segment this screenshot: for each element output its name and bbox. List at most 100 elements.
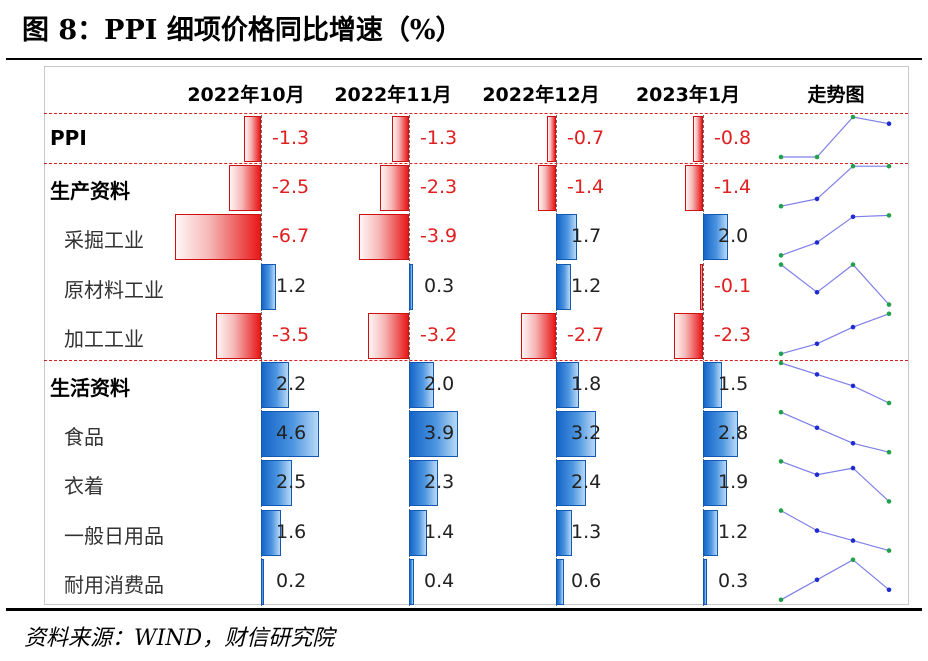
trend-point xyxy=(814,196,820,202)
row-label: 采掘工业 xyxy=(64,228,144,253)
positive-bar xyxy=(409,263,413,310)
zero-axis xyxy=(409,311,410,360)
trend-point xyxy=(814,528,820,533)
trend-point xyxy=(778,154,784,160)
value-label: -6.7 xyxy=(272,225,310,248)
trend-point xyxy=(850,163,856,169)
positive-bar xyxy=(409,362,434,408)
value-label: 1.2 xyxy=(718,520,749,543)
zero-axis xyxy=(556,164,557,213)
negative-bar xyxy=(379,165,409,212)
positive-bar xyxy=(261,263,276,310)
zero-axis xyxy=(409,213,410,262)
positive-bar xyxy=(703,509,718,556)
trend-point xyxy=(850,114,856,120)
value-label: -3.2 xyxy=(420,323,458,346)
positive-bar xyxy=(261,460,293,507)
trend-point xyxy=(886,302,892,307)
trend-line xyxy=(780,411,890,453)
zero-axis xyxy=(556,115,557,163)
trend-point xyxy=(886,587,892,593)
positive-bar xyxy=(409,558,414,605)
positive-bar xyxy=(261,558,264,605)
trend-point xyxy=(814,472,820,478)
negative-bar xyxy=(368,312,409,359)
figure-title: 图 8：PPI 细项价格同比增速（%） xyxy=(22,15,463,46)
trend-point xyxy=(778,203,784,209)
trend-point xyxy=(850,324,856,330)
column-header: 2023年1月 xyxy=(635,84,741,106)
negative-bar xyxy=(229,165,261,212)
negative-bar xyxy=(521,312,556,359)
trend-point xyxy=(886,213,892,218)
trend-line xyxy=(781,116,890,158)
trend-point xyxy=(778,253,784,258)
trend-point xyxy=(778,459,784,464)
value-label: 1.5 xyxy=(718,373,749,395)
negative-bar xyxy=(685,165,703,212)
value-label: 4.6 xyxy=(276,422,307,445)
positive-bar xyxy=(703,558,707,605)
positive-bar xyxy=(409,411,458,458)
trend-line xyxy=(780,510,890,552)
value-label: 0.4 xyxy=(424,569,455,592)
value-label: 0.2 xyxy=(276,569,307,592)
positive-bar xyxy=(556,214,578,261)
trend-point xyxy=(886,400,892,406)
zero-axis xyxy=(409,115,410,163)
row-label: 衣着 xyxy=(64,474,104,499)
trend-point xyxy=(850,214,856,220)
value-label: 1.6 xyxy=(276,520,307,543)
positive-bar xyxy=(261,509,281,556)
trend-point xyxy=(778,597,784,603)
trend-point xyxy=(778,262,784,267)
negative-bar xyxy=(700,263,703,310)
value-label: 2.8 xyxy=(718,422,749,445)
row-label: 一般日用品 xyxy=(64,523,164,548)
value-label: -2.5 xyxy=(272,176,310,199)
trend-point xyxy=(850,557,856,563)
trend-line xyxy=(780,165,889,207)
positive-bar xyxy=(556,460,586,507)
table-panel xyxy=(44,66,909,605)
positive-bar xyxy=(703,362,722,408)
trend-point xyxy=(814,341,820,347)
value-label: 2.2 xyxy=(276,373,307,395)
value-label: 2.0 xyxy=(424,373,455,395)
zero-axis xyxy=(261,213,262,262)
value-label: 2.0 xyxy=(718,225,749,248)
value-label: -0.7 xyxy=(567,127,605,149)
value-label: 2.4 xyxy=(571,471,602,494)
column-header: 2022年10月 xyxy=(187,84,305,106)
trend-point xyxy=(778,360,784,366)
trend-point xyxy=(886,163,892,169)
trend-point xyxy=(850,441,856,446)
value-label: 1.2 xyxy=(571,274,602,297)
trend-header: 走势图 xyxy=(807,84,865,106)
value-label: 1.4 xyxy=(424,520,455,543)
zero-axis xyxy=(703,262,704,311)
row-label: 生产资料 xyxy=(50,179,130,204)
negative-bar xyxy=(175,214,261,261)
trend-line xyxy=(780,362,890,404)
trend-point xyxy=(814,240,820,245)
value-label: 2.5 xyxy=(276,471,307,494)
zero-axis xyxy=(409,164,410,213)
trend-point xyxy=(850,262,856,267)
value-label: 2.3 xyxy=(424,471,455,494)
trend-point xyxy=(850,538,856,543)
zero-axis xyxy=(703,164,704,213)
zero-axis xyxy=(261,311,262,360)
zero-axis xyxy=(261,164,262,213)
value-label: -1.4 xyxy=(567,176,605,199)
trend-point xyxy=(886,499,892,504)
row-label: 生活资料 xyxy=(50,376,130,400)
value-label: 1.3 xyxy=(571,520,602,543)
row-label: 加工工业 xyxy=(64,326,144,351)
trend-point xyxy=(886,311,892,317)
value-label: 3.2 xyxy=(571,422,602,445)
trend-point xyxy=(886,449,892,455)
value-label: -3.5 xyxy=(272,323,310,346)
value-label: 1.8 xyxy=(571,373,602,395)
trend-point xyxy=(814,290,820,295)
